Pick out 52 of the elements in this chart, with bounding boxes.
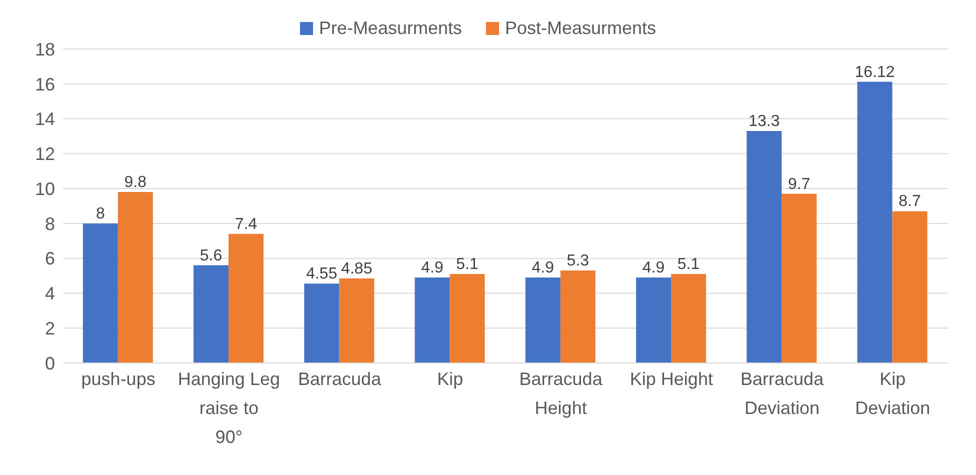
bar <box>194 265 229 363</box>
y-tick-label: 14 <box>34 109 55 130</box>
data-label: 13.3 <box>748 112 780 130</box>
y-tick-label: 18 <box>34 39 55 60</box>
x-tick-label: Kip Height <box>630 369 713 389</box>
data-label: 4.55 <box>306 266 338 283</box>
bar <box>636 278 672 363</box>
y-tick-label: 4 <box>44 284 55 304</box>
data-label: 9.7 <box>788 176 810 193</box>
x-tick-label: Hanging Leg raise to 90° <box>178 369 280 447</box>
y-tick-label: 16 <box>34 74 55 94</box>
bar <box>414 278 450 363</box>
x-tick-label: Barracuda Height <box>519 369 604 418</box>
bar <box>339 278 374 363</box>
x-tick-label: push-ups <box>81 369 156 389</box>
data-label: 5.1 <box>677 256 700 274</box>
y-tick-label: 12 <box>34 144 55 164</box>
bar <box>746 130 782 363</box>
data-label: 5.1 <box>456 256 479 274</box>
bar <box>118 192 153 363</box>
x-tick-label: Kip <box>437 369 464 389</box>
data-label: 9.8 <box>124 174 147 192</box>
y-tick-label: 6 <box>44 248 55 269</box>
data-label: 16.12 <box>854 64 895 81</box>
data-label: 4.85 <box>341 260 372 278</box>
bar <box>525 278 560 363</box>
x-tick-label: Barracuda <box>298 369 382 389</box>
data-label: 4.9 <box>421 260 444 277</box>
y-tick-label: 10 <box>34 178 55 199</box>
y-tick-label: 8 <box>44 214 55 234</box>
bar <box>228 234 264 363</box>
bar <box>857 82 892 363</box>
bar <box>560 270 596 363</box>
y-tick-label: 0 <box>44 353 55 374</box>
data-label: 8 <box>96 205 105 222</box>
bar <box>304 284 340 363</box>
x-tick-label: Kip Deviation <box>855 369 930 418</box>
y-tick-label: 2 <box>44 318 55 338</box>
bar <box>450 274 485 363</box>
data-label: 4.9 <box>532 260 554 277</box>
data-label: 8.7 <box>898 193 922 210</box>
legend-label: Post-Measurments <box>504 18 656 39</box>
bar <box>892 211 928 363</box>
x-tick-label: Barracuda Deviation <box>740 369 825 418</box>
data-label: 4.9 <box>642 260 665 277</box>
legend-label: Pre-Measurments <box>318 18 462 39</box>
data-label: 5.6 <box>200 247 222 264</box>
bar <box>82 223 118 363</box>
bar <box>671 274 706 363</box>
bar <box>782 194 817 363</box>
data-label: 7.4 <box>234 216 258 233</box>
data-label: 5.3 <box>566 252 590 270</box>
